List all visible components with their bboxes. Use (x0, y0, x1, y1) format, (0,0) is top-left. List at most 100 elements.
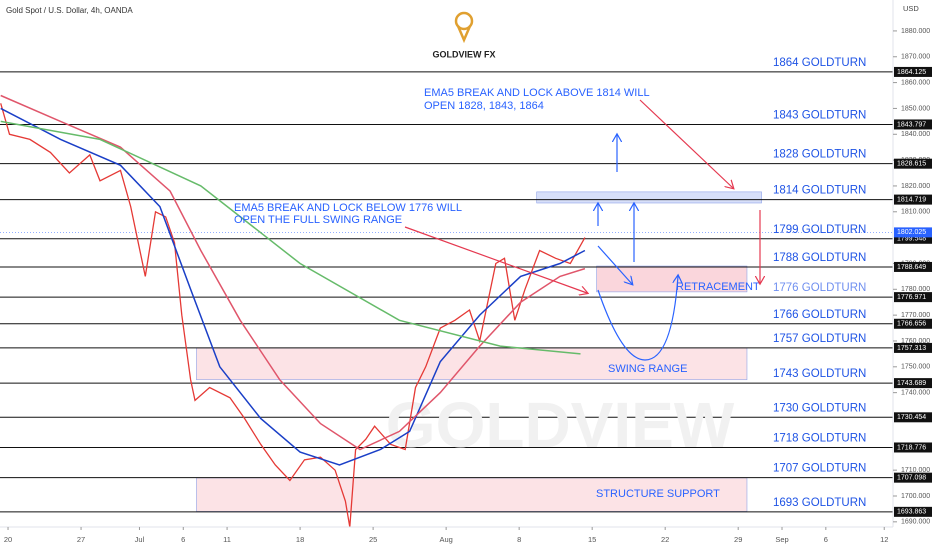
price-badge-label: 1718.776 (897, 444, 926, 451)
x-tick-label: Aug (439, 535, 452, 544)
annotation: OPEN 1828, 1843, 1864 (424, 100, 544, 112)
arrows (404, 99, 760, 361)
y-tick-label: 1700.000 (901, 493, 930, 500)
x-tick-label: 18 (296, 535, 304, 544)
y-tick-label: 1840.000 (901, 131, 930, 138)
zone-label: SWING RANGE (608, 363, 687, 375)
price-badge-label: 1776.971 (897, 294, 926, 301)
level-label: 1828 GOLDTURN (773, 149, 866, 161)
series (0, 94, 586, 528)
price-badge (894, 119, 932, 130)
price-badge (894, 194, 932, 205)
level-label: 1707 GOLDTURN (773, 463, 866, 475)
x-tick-label: Sep (775, 535, 788, 544)
level-label: 1776 GOLDTURN (773, 282, 866, 294)
price-badge-label: 1814.719 (897, 196, 926, 203)
zones (196, 191, 762, 512)
chart-title: Gold Spot / U.S. Dollar, 4h, OANDA (6, 6, 133, 15)
price-badge (894, 412, 932, 423)
price-badge-label: 1743.689 (897, 380, 926, 387)
y-tick-label: 1690.000 (901, 519, 930, 526)
y-tick-label: 1880.000 (901, 28, 930, 35)
y-tick-label: 1710.000 (901, 467, 930, 474)
x-tick-label: 12 (880, 535, 888, 544)
y-tick-label: 1740.000 (901, 389, 930, 396)
x-tick-label: 20 (4, 535, 12, 544)
level-label: 1843 GOLDTURN (773, 109, 866, 121)
y-tick-label: 1870.000 (901, 54, 930, 61)
level-label: 1766 GOLDTURN (773, 309, 866, 321)
x-tick-label: 27 (77, 535, 85, 544)
annotation: EMA5 BREAK AND LOCK BELOW 1776 WILL (234, 202, 462, 214)
price-badge-label: 1843.797 (897, 121, 926, 128)
currency: USD (903, 4, 919, 13)
zone (596, 265, 748, 293)
series-line (0, 94, 586, 451)
series-line (0, 103, 586, 528)
y-tick-label: 1850.000 (901, 105, 930, 112)
price-badge-label: 1707.098 (897, 474, 926, 481)
level-label: 1814 GOLDTURN (773, 185, 866, 197)
level-label: 1718 GOLDTURN (773, 433, 866, 445)
y-tick-label: 1760.000 (901, 338, 930, 345)
x-tick-label: 25 (369, 535, 377, 544)
y-tick-label: 1750.000 (901, 364, 930, 371)
level-label: 1730 GOLDTURN (773, 402, 866, 414)
level-label: 1693 GOLDTURN (773, 497, 866, 509)
price-badge (894, 506, 932, 517)
x-tick-label: 6 (181, 535, 185, 544)
x-tick-label: 6 (824, 535, 828, 544)
price-badge (894, 233, 932, 244)
y-tick-label: 1770.000 (901, 312, 930, 319)
x-tick-label: Jul (135, 535, 145, 544)
level-label: 1788 GOLDTURN (773, 252, 866, 264)
zone-label: STRUCTURE SUPPORT (596, 488, 720, 500)
price-badge-label: 1799.548 (897, 236, 926, 243)
watermark: GOLDVIEW (386, 389, 735, 461)
annotation: OPEN THE FULL SWING RANGE (234, 214, 402, 226)
level-label: 1799 GOLDTURN (773, 224, 866, 236)
price-badge (894, 442, 932, 453)
y-tick-label: 1860.000 (901, 79, 930, 86)
price-badge (894, 342, 932, 353)
y-tick-label: 1820.000 (901, 183, 930, 190)
x-tick-label: 15 (588, 535, 596, 544)
price-badge-label: 1730.454 (897, 414, 926, 421)
levels: 1864 GOLDTURN 1843 GOLDTURN 1828 GOLDTURN 1… (0, 57, 893, 513)
axis: 1880.000 1870.000 1860.000 1850.000 1840.000… (4, 28, 932, 544)
current-price-badge (894, 227, 932, 238)
y-tick-label: 1810.000 (901, 209, 930, 216)
series-line (0, 120, 581, 355)
x-tick-label: 8 (517, 535, 521, 544)
x-tick-label: 22 (661, 535, 669, 544)
price-badge (894, 292, 932, 303)
series-line (0, 107, 586, 466)
annotation: EMA5 BREAK AND LOCK ABOVE 1814 WILL (424, 87, 650, 99)
price-badge-label: 1864.125 (897, 69, 926, 76)
price-badge (894, 158, 932, 169)
price-badge-label: 1788.649 (897, 264, 926, 271)
current-price: 1802.025 (897, 229, 926, 236)
price-badge (894, 378, 932, 389)
zone (536, 191, 762, 204)
price-badge (894, 318, 932, 329)
price-badge-label: 1693.863 (897, 509, 926, 516)
zone (196, 477, 748, 512)
zone-label: RETRACEMENT (676, 281, 760, 293)
y-tick-label: 1780.000 (901, 286, 930, 293)
price-badge-label: 1828.615 (897, 161, 926, 168)
price-badge-label: 1766.656 (897, 321, 926, 328)
price-badge-label: 1757.313 (897, 345, 926, 352)
price-badge (894, 66, 932, 77)
x-tick-label: 29 (734, 535, 742, 544)
brand: GOLDVIEW FX (433, 49, 496, 59)
level-label: 1743 GOLDTURN (773, 368, 866, 380)
price-badge (894, 261, 932, 272)
level-label: 1757 GOLDTURN (773, 333, 866, 345)
level-label: 1864 GOLDTURN (773, 57, 866, 69)
logo: GOLDVIEW FX (433, 11, 496, 59)
x-tick-label: 11 (223, 535, 231, 544)
price-badge (894, 472, 932, 483)
